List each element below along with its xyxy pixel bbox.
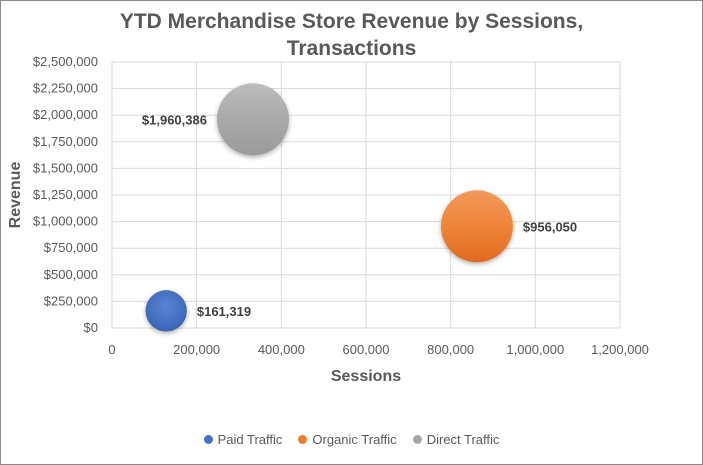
bubble-organic-traffic (440, 190, 513, 263)
y-tick-label: $1,250,000 (33, 187, 98, 202)
x-tick-label: 1,000,000 (506, 342, 564, 357)
legend-label: Organic Traffic (312, 432, 397, 447)
data-label-organic-traffic: $956,050 (523, 219, 577, 234)
y-axis-label: Revenue (7, 162, 24, 229)
x-axis-ticks: 0 200,000 400,000 600,000 800,000 1,000,000 1,… (108, 342, 649, 357)
legend-item-paid-traffic[interactable]: Paid Traffic (203, 432, 283, 447)
y-tick-label: $500,000 (44, 267, 98, 282)
x-tick-label: 1,200,000 (591, 342, 649, 357)
x-tick-label: 0 (108, 342, 115, 357)
legend-label: Paid Traffic (217, 432, 283, 447)
y-tick-label: $2,500,000 (33, 54, 98, 69)
x-axis-label: Sessions (331, 368, 401, 385)
x-tick-label: 200,000 (173, 342, 220, 357)
y-tick-label: $2,000,000 (33, 107, 98, 122)
x-tick-label: 400,000 (258, 342, 305, 357)
x-tick-label: 800,000 (427, 342, 474, 357)
x-tick-label: 600,000 (343, 342, 390, 357)
legend-label: Direct Traffic (426, 432, 500, 447)
bubbles (145, 83, 513, 332)
chart-title-line-1: YTD Merchandise Store Revenue by Session… (119, 10, 584, 33)
y-tick-label: $0 (84, 320, 98, 335)
y-axis-ticks: $0 $250,000 $500,000 $750,000 $1,000,000 $1,2… (33, 54, 98, 335)
legend-item-direct-traffic[interactable]: Direct Traffic (412, 432, 500, 447)
legend: Paid Traffic Organic Traffic Direct Traf… (0, 432, 703, 447)
y-tick-label: $750,000 (44, 240, 98, 255)
data-label-direct-traffic: $1,960,386 (142, 112, 207, 127)
legend-swatch (203, 435, 213, 444)
y-tick-label: $1,750,000 (33, 134, 98, 149)
gridlines (111, 61, 621, 329)
legend-swatch (298, 435, 308, 444)
chart-title: YTD Merchandise Store Revenue by Session… (0, 8, 703, 62)
y-tick-label: $250,000 (44, 293, 98, 308)
legend-swatch (412, 435, 422, 444)
chart-title-line-2: Transactions (286, 37, 417, 60)
bubble-paid-traffic (145, 290, 187, 332)
y-tick-label: $1,500,000 (33, 160, 98, 175)
data-label-paid-traffic: $161,319 (197, 304, 251, 319)
bubble-direct-traffic (216, 83, 289, 156)
y-tick-label: $2,250,000 (33, 81, 98, 96)
y-tick-label: $1,000,000 (33, 214, 98, 229)
data-labels: $161,319 $956,050 $1,960,386 (142, 112, 577, 318)
legend-item-organic-traffic[interactable]: Organic Traffic (298, 432, 397, 447)
